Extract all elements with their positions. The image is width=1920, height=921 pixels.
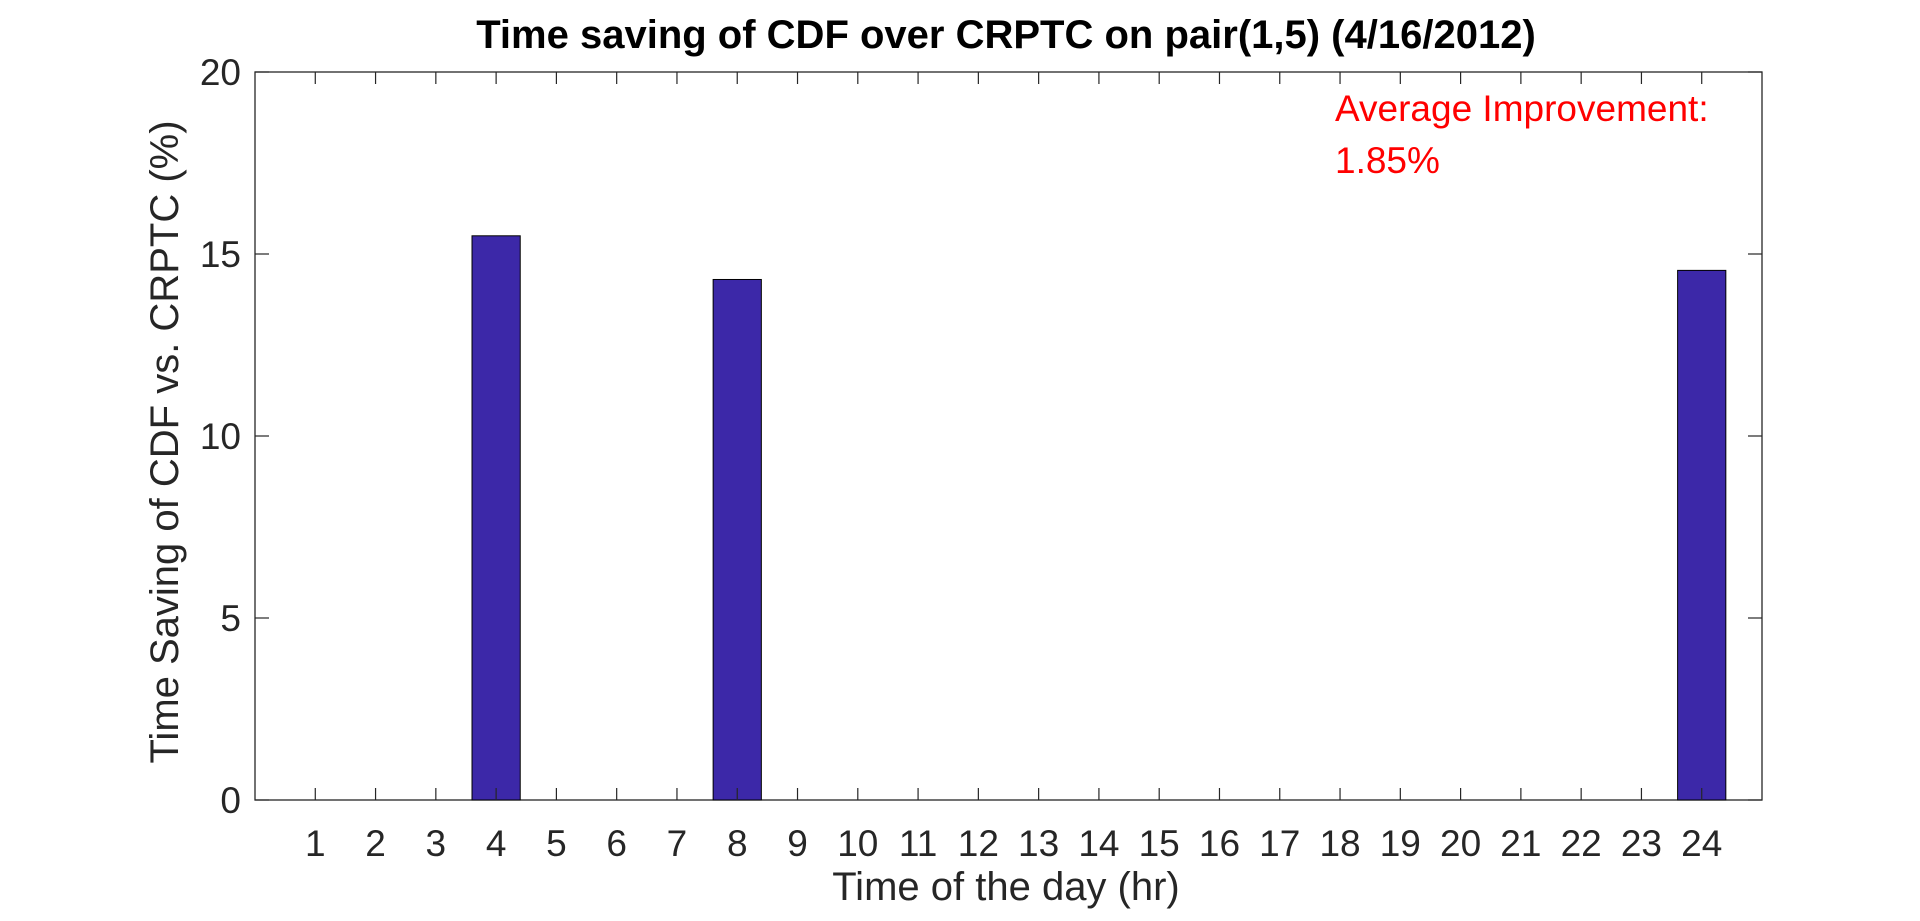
x-tick-label-1: 1 [305, 823, 326, 864]
bar-4 [471, 235, 521, 801]
x-tick-label-22: 22 [1561, 823, 1602, 864]
x-tick-label-15: 15 [1139, 823, 1180, 864]
x-tick-label-2: 2 [365, 823, 386, 864]
x-tick-label-14: 14 [1078, 823, 1119, 864]
x-tick-label-17: 17 [1259, 823, 1300, 864]
y-tick-label-5: 5 [220, 598, 241, 639]
x-tick-label-7: 7 [667, 823, 688, 864]
x-tick-label-5: 5 [546, 823, 567, 864]
annotation-line-1: Average Improvement: [1335, 88, 1709, 129]
x-tick-label-18: 18 [1319, 823, 1360, 864]
x-tick-label-4: 4 [486, 823, 507, 864]
x-tick-label-23: 23 [1621, 823, 1662, 864]
chart-title: Time saving of CDF over CRPTC on pair(1,… [476, 13, 1536, 57]
x-tick-label-24: 24 [1681, 823, 1722, 864]
x-tick-label-9: 9 [787, 823, 808, 864]
x-axis-label: Time of the day (hr) [832, 865, 1180, 909]
x-tick-label-8: 8 [727, 823, 748, 864]
x-tick-label-16: 16 [1199, 823, 1240, 864]
x-tick-label-21: 21 [1500, 823, 1541, 864]
y-tick-label-10: 10 [200, 416, 241, 457]
bar-8 [712, 278, 762, 801]
x-tick-label-10: 10 [837, 823, 878, 864]
y-tick-label-15: 15 [200, 234, 241, 275]
plot-area: 1 2 3 4 5 6 7 8 9 10 11 12 13 14 15 16 17 18 19 20 21 22 23 240… [200, 52, 1763, 864]
x-tick-label-12: 12 [958, 823, 999, 864]
x-tick-label-13: 13 [1018, 823, 1059, 864]
y-tick-label-0: 0 [220, 780, 241, 821]
y-tick-label-20: 20 [200, 52, 241, 93]
y-axis-label: Time Saving of CDF vs. CRPTC (%) [143, 120, 187, 763]
x-tick-label-11: 11 [899, 823, 937, 864]
x-tick-label-19: 19 [1380, 823, 1421, 864]
x-tick-label-6: 6 [606, 823, 627, 864]
x-tick-label-20: 20 [1440, 823, 1481, 864]
bar-24 [1677, 269, 1727, 801]
x-tick-label-3: 3 [426, 823, 447, 864]
annotation-line-2: 1.85% [1335, 140, 1440, 181]
